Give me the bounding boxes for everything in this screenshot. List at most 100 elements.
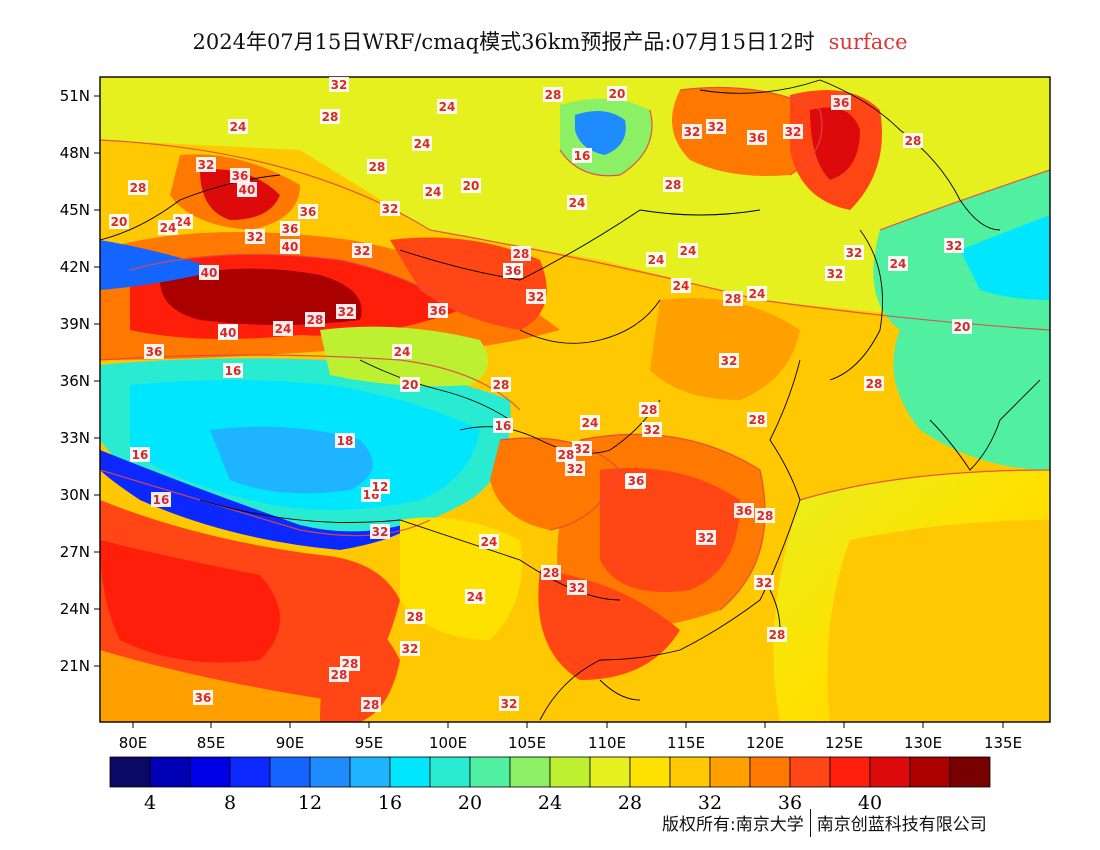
svg-text:28: 28 [331, 668, 348, 682]
contour-value: 32 [499, 696, 519, 711]
svg-text:32: 32 [785, 125, 802, 139]
contour-value: 36 [626, 473, 646, 488]
contour-value: 28 [329, 667, 349, 682]
contour-value: 24 [158, 220, 178, 235]
contour-value: 32 [567, 580, 587, 595]
lon-label: 85E [197, 734, 226, 752]
contour-value: 36 [734, 503, 754, 518]
contour-value: 36 [747, 130, 767, 145]
contour-value: 36 [503, 263, 523, 278]
contour-value: 32 [944, 238, 964, 253]
contour-value: 28 [367, 159, 387, 174]
lat-label: 39N [60, 315, 90, 333]
colorbar-swatch [909, 756, 951, 788]
colorbar-label: 4 [144, 792, 156, 814]
contour-value: 32 [754, 575, 774, 590]
contour-value: 28 [755, 508, 775, 523]
colorbar-swatch [549, 756, 591, 788]
contour-value: 32 [719, 353, 739, 368]
svg-text:24: 24 [230, 120, 247, 134]
contour-value: 36 [298, 204, 318, 219]
svg-text:32: 32 [247, 230, 264, 244]
lon-label: 105E [508, 734, 546, 752]
svg-text:20: 20 [609, 87, 626, 101]
contour-value: 32 [682, 124, 702, 139]
svg-text:24: 24 [890, 257, 907, 271]
contour-value: 24 [479, 534, 499, 549]
lon-label: 100E [429, 734, 467, 752]
colorbar-label: 40 [858, 792, 882, 814]
svg-text:32: 32 [354, 244, 371, 258]
svg-text:28: 28 [513, 247, 530, 261]
svg-text:40: 40 [239, 183, 256, 197]
colorbar-label: 12 [298, 792, 322, 814]
svg-text:32: 32 [528, 290, 545, 304]
contour-value: 24 [437, 99, 457, 114]
copyright-right: 南京创蓝科技有限公司 [816, 815, 987, 835]
colorbar-swatch [749, 756, 791, 788]
contour-value: 24 [646, 252, 666, 267]
contour-value: 20 [109, 214, 129, 229]
svg-text:28: 28 [725, 292, 742, 306]
contour-value: 32 [196, 157, 216, 172]
svg-text:24: 24 [425, 185, 442, 199]
contour-value: 36 [280, 221, 300, 236]
contour-value: 24 [392, 344, 412, 359]
contour-value: 16 [130, 447, 150, 462]
lon-label: 125E [825, 734, 863, 752]
contour-value: 24 [228, 119, 248, 134]
contour-value: 28 [543, 87, 563, 102]
colorbar: 4 8 12 16 20 24 28 32 36 40 [109, 756, 991, 814]
svg-text:32: 32 [382, 202, 399, 216]
colorbar-label: 32 [698, 792, 722, 814]
contour-value: 28 [767, 627, 787, 642]
colorbar-swatch [389, 756, 431, 788]
title-text: 2024年07月15日WRF/cmaq模式36km预报产品:07月15日12时 [192, 30, 815, 54]
svg-text:32: 32 [331, 78, 348, 92]
svg-text:24: 24 [394, 345, 411, 359]
contour-value: 40 [280, 239, 300, 254]
contour-value: 24 [888, 256, 908, 271]
svg-text:20: 20 [463, 179, 480, 193]
svg-text:20: 20 [111, 215, 128, 229]
colorbar-swatch [269, 756, 311, 788]
contour-value: 24 [412, 136, 432, 151]
svg-text:24: 24 [175, 215, 192, 229]
colorbar-swatch [829, 756, 871, 788]
svg-text:36: 36 [195, 691, 212, 705]
svg-text:36: 36 [833, 96, 850, 110]
contour-value: 32 [565, 461, 585, 476]
colorbar-label: 24 [538, 792, 562, 814]
svg-text:24: 24 [275, 322, 292, 336]
copyright: 版权所有:南京大学 南京创蓝科技有限公司 [662, 809, 987, 839]
contour-value: 32 [844, 245, 864, 260]
contour-value: 36 [428, 303, 448, 318]
contour-value: 40 [199, 265, 219, 280]
contour-value: 16 [151, 492, 171, 507]
contour-value: 32 [400, 641, 420, 656]
lat-label: 36N [60, 372, 90, 390]
contour-value: 32 [696, 530, 716, 545]
longitude-axis: 80E 85E 90E 95E 100E 105E 110E 115E 120E 125E 130E… [119, 722, 1022, 752]
svg-text:24: 24 [673, 279, 690, 293]
colorbar-swatch [469, 756, 511, 788]
contour-value: 36 [144, 344, 164, 359]
colorbar-swatch [709, 756, 751, 788]
contour-value: 28 [511, 246, 531, 261]
svg-text:28: 28 [130, 181, 147, 195]
svg-text:24: 24 [160, 221, 177, 235]
svg-text:32: 32 [198, 158, 215, 172]
lat-label: 30N [60, 486, 90, 504]
svg-text:28: 28 [757, 509, 774, 523]
svg-text:28: 28 [558, 448, 575, 462]
svg-text:16: 16 [495, 419, 512, 433]
colorbar-swatch [349, 756, 391, 788]
contour-value: 24 [580, 415, 600, 430]
colorbar-label: 20 [458, 792, 482, 814]
contour-value: 32 [329, 77, 349, 92]
lat-label: 51N [60, 87, 90, 105]
svg-text:24: 24 [648, 253, 665, 267]
latitude-axis: 51N 48N 45N 42N 39N 36N 33N 30N 27N 24N 21N [60, 87, 100, 675]
copyright-left: 版权所有:南京大学 [662, 815, 804, 835]
colorbar-swatch [109, 756, 151, 788]
